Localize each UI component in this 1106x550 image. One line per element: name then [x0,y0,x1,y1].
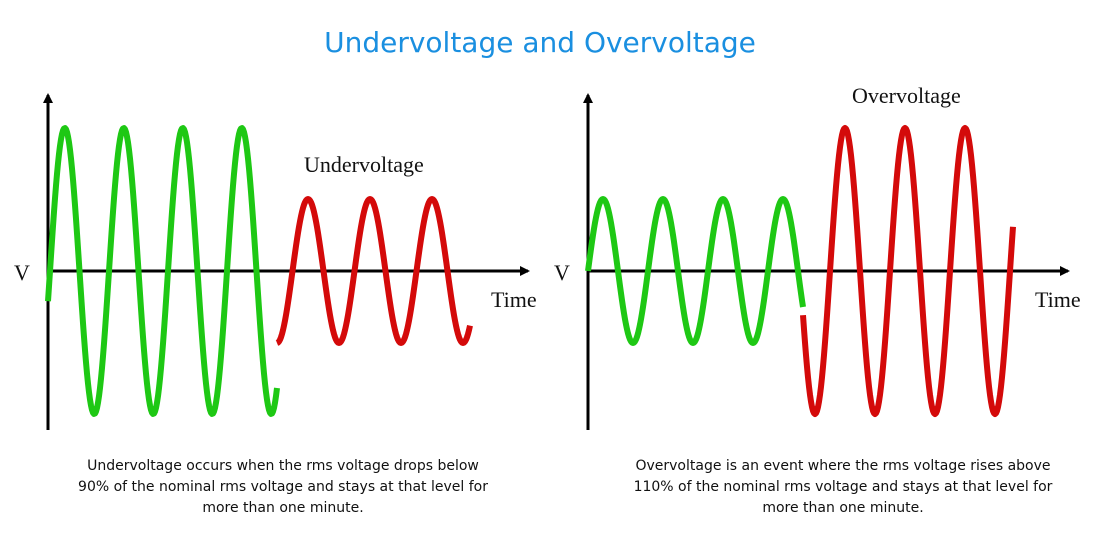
caption: 110% of the nominal rms voltage and stay… [634,479,1053,495]
normal-wave [45,125,280,417]
x-label: Time [1035,287,1081,312]
panel-label: Undervoltage [304,152,424,177]
normal-wave [585,196,806,346]
y-label: V [14,260,30,285]
caption: more than one minute. [762,500,923,516]
caption: Undervoltage occurs when the rms voltage… [87,458,479,474]
y-label: V [554,260,570,285]
under-wave [275,196,473,346]
x-label: Time [491,287,537,312]
panel-label: Overvoltage [852,83,961,108]
title: Undervoltage and Overvoltage [324,26,756,59]
caption: Overvoltage is an event where the rms vo… [635,458,1050,474]
over-wave [800,125,1016,417]
caption: 90% of the nominal rms voltage and stays… [78,479,488,495]
caption: more than one minute. [202,500,363,516]
